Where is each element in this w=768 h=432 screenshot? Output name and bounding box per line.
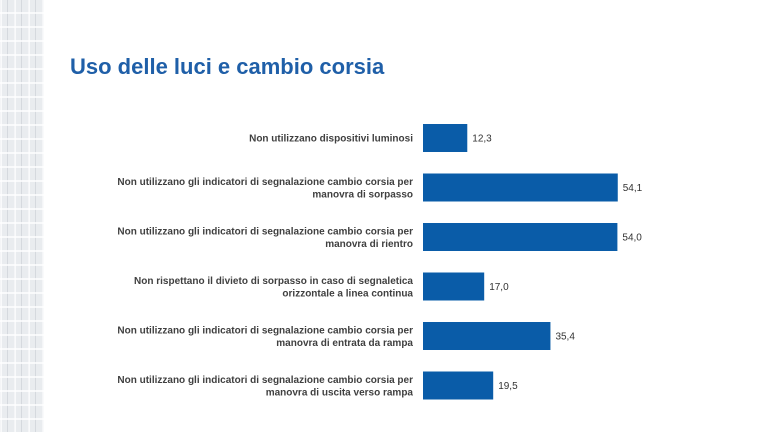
value-label-2: 54,1: [623, 183, 643, 194]
side-decorative-pattern: [0, 0, 44, 432]
category-label-5: Non utilizzano gli indicatori di segnala…: [117, 325, 413, 349]
value-label-6: 19,5: [498, 381, 518, 392]
bar-4: [423, 272, 485, 301]
bar-2: [423, 173, 618, 202]
page-title: Uso delle luci e cambio corsia: [70, 54, 385, 79]
bar-3: [423, 223, 618, 251]
value-label-4: 17,0: [489, 282, 509, 293]
bar-5: [423, 322, 551, 350]
category-label-1: Non utilizzano dispositivi luminosi: [249, 134, 413, 145]
horizontal-bar-chart: Non utilizzano dispositivi luminosi 12,3 N…: [117, 124, 643, 400]
category-label-4: Non rispettano il divieto di sorpasso in…: [134, 276, 413, 300]
category-label-2: Non utilizzano gli indicatori di segnala…: [117, 177, 413, 201]
value-label-3: 54,0: [622, 233, 642, 244]
value-label-5: 35,4: [555, 332, 575, 343]
cropped-header-fragment: [70, 0, 340, 2]
category-label-6: Non utilizzano gli indicatori di segnala…: [117, 375, 413, 399]
bar-1: [423, 124, 468, 152]
value-label-1: 12,3: [472, 134, 492, 145]
category-label-3: Non utilizzano gli indicatori di segnala…: [117, 226, 413, 250]
bar-6: [423, 371, 494, 400]
